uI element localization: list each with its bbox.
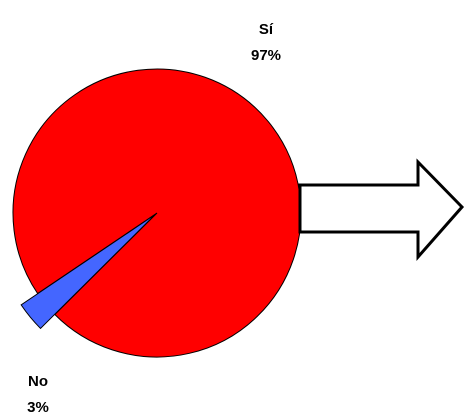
- pie-slice-si: [12, 68, 302, 358]
- slice-label-no-name: No: [28, 373, 48, 390]
- label-si: Sí 97%: [251, 21, 281, 64]
- pie-slices: [12, 68, 302, 358]
- slice-label-si-name: Sí: [259, 21, 274, 38]
- right-arrow-outline-icon: [298, 158, 465, 261]
- slice-label-no-value: 3%: [27, 399, 49, 416]
- label-no: No 3%: [27, 373, 49, 416]
- slice-label-si-value: 97%: [251, 47, 281, 64]
- pie-slice-no: [20, 213, 156, 330]
